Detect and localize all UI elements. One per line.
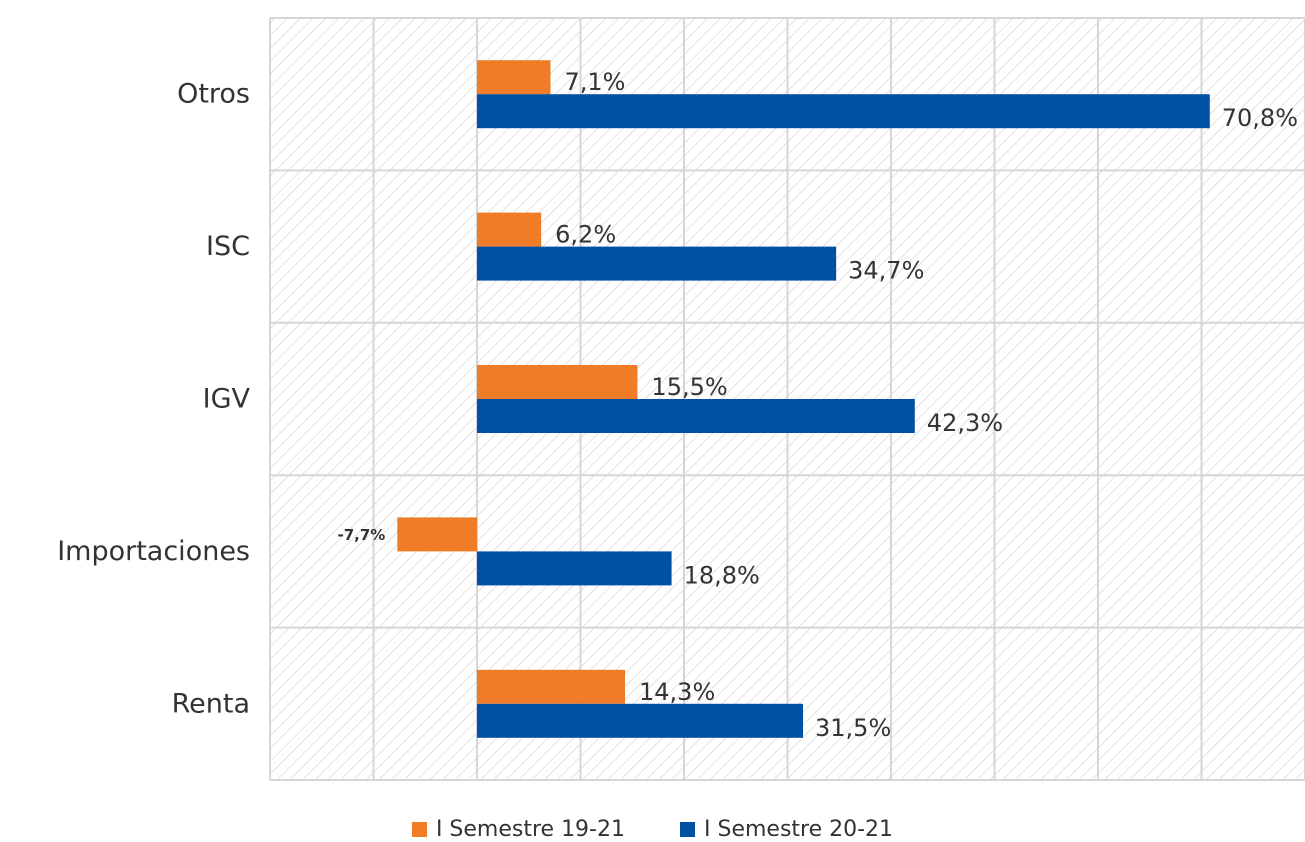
value-label-series-2: 34,7% [848, 257, 924, 285]
value-label-series-2: 70,8% [1222, 104, 1298, 132]
category-label: ISC [206, 231, 250, 262]
bars [397, 60, 1210, 738]
legend-item-series-1: I Semestre 19-21 [411, 817, 625, 842]
value-label-series-2: 31,5% [815, 714, 891, 742]
value-label-series-2: 42,3% [927, 409, 1003, 437]
category-label: Renta [172, 688, 250, 719]
value-label-series-1: 15,5% [651, 373, 727, 401]
value-label-series-1: -7,7% [337, 526, 385, 544]
value-labels: 7,1% 70,8% 6,2% 34,7% 15,5% 42,3% -7,7% 18,8% 14… [337, 68, 1298, 742]
legend-label-series-2: I Semestre 20-21 [704, 817, 894, 842]
category-label: IGV [203, 384, 251, 415]
bar-series-2 [477, 246, 837, 281]
legend-label-series-1: I Semestre 19-21 [435, 817, 625, 842]
bar-series-1 [477, 669, 626, 704]
bar-series-2 [477, 399, 915, 433]
bar-series-2 [477, 703, 804, 738]
bar-series-1 [397, 517, 477, 552]
value-label-series-1: 6,2% [555, 221, 616, 249]
bar-series-1 [477, 365, 638, 399]
bar-series-1 [477, 60, 551, 95]
value-label-series-1: 14,3% [639, 678, 715, 706]
legend: I Semestre 19-21 I Semestre 20-21 [0, 817, 1305, 842]
gridlines [269, 17, 1305, 781]
category-labels: Otros ISC IGV Importaciones Renta [57, 79, 250, 720]
bar-series-2 [477, 551, 672, 586]
bar-series-2 [477, 94, 1210, 129]
value-label-series-2: 18,8% [684, 561, 760, 589]
category-label: Otros [177, 79, 250, 110]
bar-series-1 [477, 212, 542, 247]
category-label: Importaciones [57, 536, 250, 567]
legend-swatch-series-2 [680, 822, 695, 837]
legend-item-series-2: I Semestre 20-21 [680, 817, 893, 842]
value-label-series-1: 7,1% [564, 68, 625, 96]
legend-swatch-series-1 [411, 822, 427, 837]
